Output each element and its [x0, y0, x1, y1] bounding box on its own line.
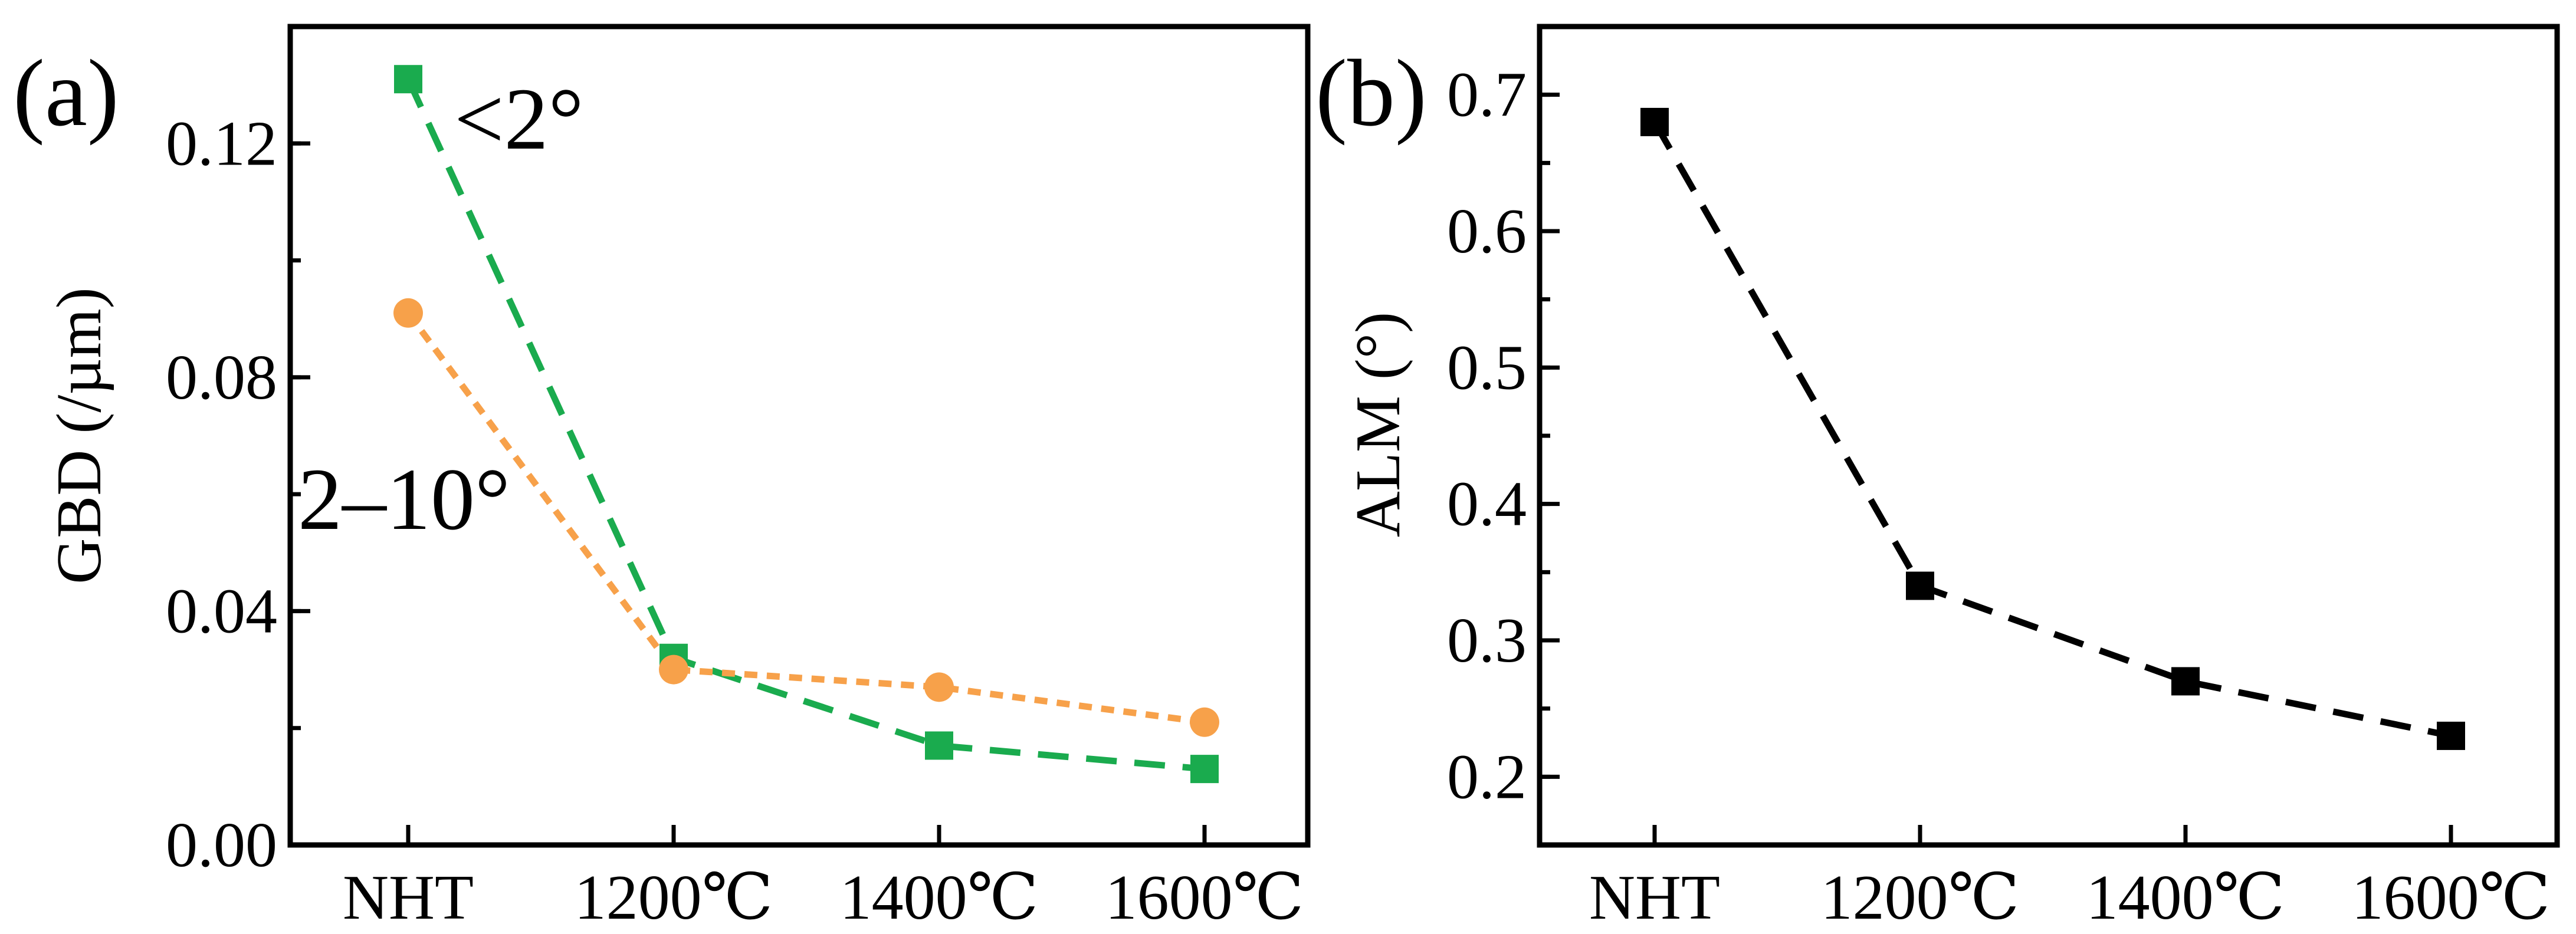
panel-b-y-tick-label: 0.7: [1447, 60, 1527, 130]
panel-a-y-axis-title: GBD (/µm): [44, 287, 114, 584]
panel-b-series-lines: [1652, 120, 2452, 739]
panel-a-plot-frame: [287, 24, 1311, 848]
panel-a-y-tick-label: 0.00: [166, 810, 277, 880]
panel-a-x-tick-label: 1600℃: [1105, 863, 1304, 933]
panel-b-x-tick-label: 1600℃: [2352, 863, 2551, 933]
panel-b-y-axis-title: ALM (°): [1343, 312, 1413, 537]
panel-a-series-1-point: [924, 672, 954, 702]
panel-a-y-tick-label: 0.12: [166, 108, 277, 179]
panel-b-y-tick-label: 0.6: [1447, 196, 1527, 267]
panel-b-series-0-line: [1652, 120, 2452, 739]
panel-b-series-0-point: [1640, 107, 1669, 136]
annotation-lt2: <2°: [454, 70, 584, 168]
panel-a-y-tick-labels: 0.00 0.04 0.08 0.12: [166, 108, 277, 880]
panel-a-x-tick-label: 1400℃: [840, 863, 1039, 933]
panel-a: 0.00 0.04 0.08 0.12 NHT 1200℃ 1400℃ 1600℃ GBD …: [13, 24, 1311, 933]
panel-b-plot-frame: [1537, 24, 2560, 848]
panel-b-series-0-point: [1906, 571, 1934, 600]
panel-b-label: (b): [1315, 41, 1427, 146]
panel-b-y-tick-labels: 0.2 0.3 0.4 0.5 0.6 0.7: [1447, 60, 1527, 813]
panel-a-series-1-line: [405, 311, 1205, 726]
panel-a-series-markers: [393, 65, 1219, 784]
panel-b-x-tick-label: NHT: [1589, 863, 1720, 933]
panel-a-x-tick-labels: NHT 1200℃ 1400℃ 1600℃: [343, 863, 1304, 933]
panel-a-series-1-point: [393, 298, 423, 328]
panel-b-y-tick-label: 0.3: [1447, 606, 1527, 676]
panel-a-y-tick-label: 0.08: [166, 343, 277, 413]
panel-a-label: (a): [13, 41, 119, 146]
panel-b-series-markers: [1640, 107, 2465, 750]
panel-a-series-lines: [405, 77, 1205, 772]
panel-a-y-tick-label: 0.04: [166, 576, 277, 646]
panel-b-series-0-point: [2171, 667, 2200, 696]
panel-a-series-1-point: [659, 655, 688, 685]
panel-b-x-tick-label: 1400℃: [2086, 863, 2285, 933]
panel-b-x-tick-labels: NHT 1200℃ 1400℃ 1600℃: [1589, 863, 2550, 933]
panel-a-series-0-point: [925, 731, 953, 760]
panel-a-x-tick-label: NHT: [343, 863, 474, 933]
panel-b: 0.2 0.3 0.4 0.5 0.6 0.7 NHT 1200℃ 1400℃ 1600℃ AL…: [1315, 24, 2560, 933]
panel-b-y-tick-label: 0.2: [1447, 742, 1527, 812]
panel-b-y-tick-label: 0.4: [1447, 469, 1527, 540]
panel-a-series-0-point: [394, 65, 422, 94]
panel-b-y-tick-label: 0.5: [1447, 333, 1527, 403]
panel-a-series-1-point: [1190, 707, 1219, 737]
annotation-2-10: 2–10°: [298, 450, 510, 548]
panel-a-series-0-line: [405, 77, 1205, 772]
panel-a-major-ticks: [290, 141, 1207, 845]
panel-a-x-tick-label: 1200℃: [575, 863, 773, 933]
panel-a-series-0-point: [1190, 755, 1219, 784]
panel-b-series-0-point: [2437, 721, 2465, 750]
panel-b-x-tick-label: 1200℃: [1821, 863, 2020, 933]
panel-b-major-ticks: [1540, 93, 2453, 845]
